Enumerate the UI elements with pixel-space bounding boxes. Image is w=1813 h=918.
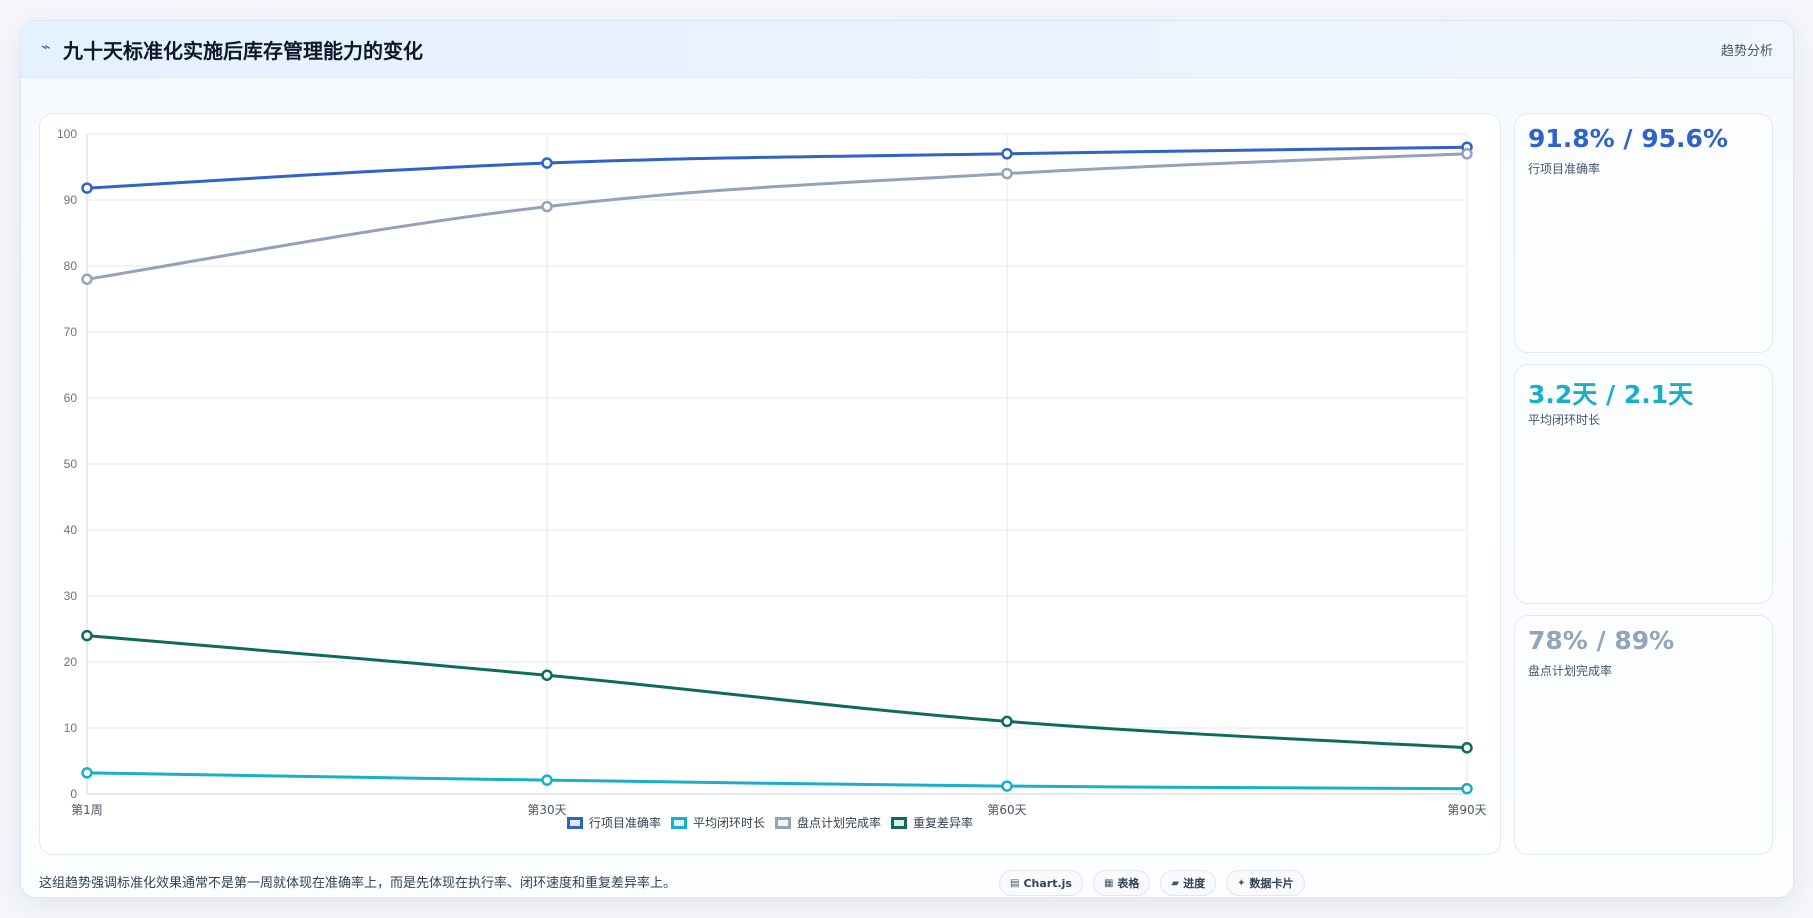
legend-label: 行项目准确率 bbox=[588, 816, 661, 830]
view-toolbar: ▤ Chart.js ▦ 表格 ▰ 进度 ✦ 数据卡片 bbox=[999, 870, 1305, 896]
table-icon: ▦ bbox=[1103, 877, 1114, 889]
series-line bbox=[86, 152, 1468, 281]
y-tick-label: 20 bbox=[64, 655, 78, 669]
pill-label: Chart.js bbox=[1023, 876, 1072, 890]
chartjs-button[interactable]: ▤ Chart.js bbox=[999, 870, 1083, 896]
x-tick-label: 第1周 bbox=[71, 803, 103, 817]
trend-analysis-tag[interactable]: 趋势分析 bbox=[1720, 44, 1773, 59]
legend-item[interactable]: 重复差异率 bbox=[891, 814, 973, 831]
stat-label: 盘点计划完成率 bbox=[1528, 664, 1613, 678]
legend-label: 重复差异率 bbox=[913, 816, 974, 830]
pill-label: 数据卡片 bbox=[1249, 877, 1294, 890]
x-tick-label: 第90天 bbox=[1447, 803, 1486, 817]
data-point bbox=[541, 200, 553, 213]
stat-value: 91.8% / 95.6% bbox=[1528, 124, 1728, 153]
data-point bbox=[541, 157, 553, 169]
data-point bbox=[1461, 782, 1473, 795]
data-point bbox=[1001, 715, 1013, 728]
legend-swatch bbox=[775, 816, 791, 829]
stat-label: 平均闭环时长 bbox=[1528, 413, 1601, 427]
stat-card-accuracy: 91.8% / 95.6% 行项目准确率 bbox=[1514, 113, 1773, 353]
table-button[interactable]: ▦ 表格 bbox=[1092, 870, 1151, 896]
data-point bbox=[81, 629, 93, 642]
data-point bbox=[81, 182, 93, 194]
page-title: 九十天标准化实施后库存管理能力的变化 bbox=[63, 39, 423, 63]
pill-label: 进度 bbox=[1183, 877, 1206, 890]
progress-button[interactable]: ▰ 进度 bbox=[1160, 870, 1217, 896]
stat-label: 行项目准确率 bbox=[1528, 162, 1601, 176]
legend-swatch bbox=[670, 816, 687, 829]
sparkle-icon: ✦ bbox=[1237, 877, 1246, 889]
y-tick-label: 40 bbox=[64, 523, 78, 537]
y-tick-label: 80 bbox=[64, 259, 78, 273]
panel-header: ⌁ 九十天标准化实施后库存管理能力的变化 趋势分析 bbox=[21, 21, 1793, 78]
y-tick-label: 10 bbox=[64, 721, 78, 735]
legend-label: 平均闭环时长 bbox=[692, 816, 765, 830]
y-tick-label: 60 bbox=[64, 391, 78, 405]
data-point bbox=[541, 774, 553, 786]
data-point bbox=[1001, 167, 1013, 180]
legend-swatch bbox=[891, 816, 908, 829]
data-point bbox=[541, 669, 553, 681]
line-chart-card: 0 10 20 30 40 50 60 70 80 90 100 第1周 第30天 第60天 第90天 行项… bbox=[39, 113, 1501, 855]
dashboard-panel: ⌁ 九十天标准化实施后库存管理能力的变化 趋势分析 0 10 20 30 40 50 60 7… bbox=[20, 20, 1794, 898]
series-line bbox=[86, 771, 1468, 791]
chart-icon: ▤ bbox=[1010, 877, 1020, 889]
y-tick-label: 90 bbox=[64, 193, 78, 207]
legend-item[interactable]: 盘点计划完成率 bbox=[775, 814, 881, 831]
data-card-button[interactable]: ✦ 数据卡片 bbox=[1226, 870, 1305, 896]
trend-icon: ⌁ bbox=[41, 37, 51, 56]
footer-note: 这组趋势强调标准化效果通常不是第一周就体现在准确率上，而是先体现在执行率、闭环速… bbox=[39, 876, 677, 891]
legend-swatch bbox=[566, 816, 583, 829]
data-point bbox=[81, 273, 93, 285]
legend-label: 盘点计划完成率 bbox=[797, 816, 882, 830]
y-tick-label: 0 bbox=[70, 787, 77, 801]
data-point bbox=[81, 767, 93, 779]
stat-card-count-plan: 78% / 89% 盘点计划完成率 bbox=[1514, 615, 1773, 855]
stat-card-close-time: 3.2天 / 2.1天 平均闭环时长 bbox=[1514, 364, 1773, 604]
series-line bbox=[86, 634, 1468, 750]
legend-item[interactable]: 行项目准确率 bbox=[566, 814, 661, 831]
stat-value: 3.2天 / 2.1天 bbox=[1528, 380, 1694, 409]
y-tick-label: 30 bbox=[64, 589, 78, 603]
pill-label: 表格 bbox=[1117, 877, 1140, 890]
stat-value: 78% / 89% bbox=[1528, 626, 1675, 655]
data-point bbox=[1461, 742, 1473, 754]
data-point bbox=[1001, 148, 1013, 160]
x-tick-label: 第30天 bbox=[527, 803, 566, 817]
y-tick-label: 100 bbox=[57, 127, 77, 141]
panel-body: 0 10 20 30 40 50 60 70 80 90 100 第1周 第30天 第60天 第90天 行项… bbox=[21, 78, 1793, 897]
legend-item[interactable]: 平均闭环时长 bbox=[670, 814, 765, 831]
series-line bbox=[86, 145, 1468, 190]
line-chart: 0 10 20 30 40 50 60 70 80 90 100 第1周 第30天 第60天 第90天 bbox=[57, 127, 1487, 817]
y-tick-label: 70 bbox=[64, 325, 78, 339]
y-tick-label: 50 bbox=[64, 457, 78, 471]
progress-icon: ▰ bbox=[1171, 877, 1180, 889]
data-point bbox=[1001, 780, 1013, 792]
chart-legend: 行项目准确率 平均闭环时长 盘点计划完成率 重复差异率 bbox=[40, 814, 1500, 831]
x-tick-label: 第60天 bbox=[987, 803, 1026, 817]
data-point bbox=[1461, 148, 1473, 160]
